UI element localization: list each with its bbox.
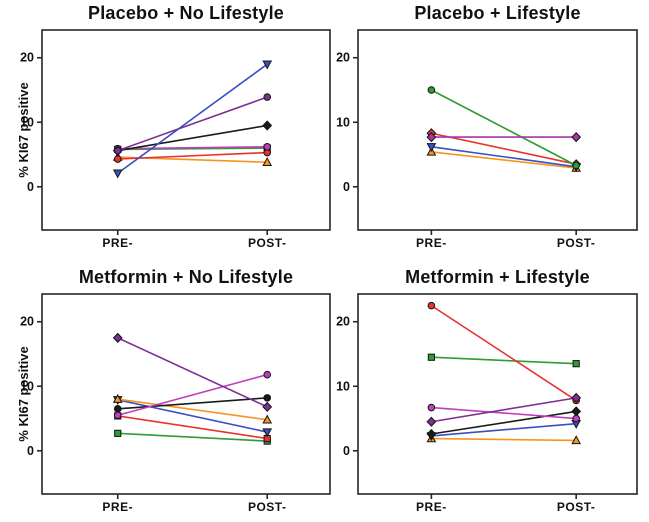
- x-tick-label: POST-: [557, 236, 596, 250]
- panel-metformin-lifestyle: Metformin + Lifestyle 0 10 20 PRE- POST-: [336, 256, 649, 522]
- series-line-blue-triangle-down: [117, 399, 268, 433]
- series-marker-diamond: [426, 416, 437, 427]
- series-line-purple-diamond: [431, 397, 577, 423]
- series-marker-diamond: [112, 332, 123, 343]
- series-marker-diamond: [571, 131, 582, 143]
- y-tick-label: 0: [27, 180, 34, 194]
- series-marker-circle: [263, 93, 272, 101]
- y-tick-label: 10: [20, 115, 34, 129]
- plot-area: 0 10 20 PRE- POST-: [20, 29, 331, 250]
- series-line-magenta-circle: [117, 145, 268, 150]
- series-line-red-diamond: [431, 132, 577, 165]
- series-marker-triangle-up: [262, 157, 273, 166]
- series-line-magenta-circle: [431, 406, 577, 420]
- series-line-green-square: [117, 432, 268, 442]
- series-marker-circle: [113, 155, 122, 163]
- x-tick-label: POST-: [557, 500, 596, 514]
- panel-placebo-no-lifestyle: Placebo + No Lifestyle % KI67 positive 0…: [0, 0, 336, 256]
- panel-title: Metformin + No Lifestyle: [78, 267, 294, 287]
- x-tick-label: POST-: [248, 236, 287, 250]
- series-line-red-square: [117, 415, 268, 440]
- series-marker-diamond: [262, 120, 273, 131]
- y-tick-label: 20: [20, 51, 34, 65]
- plot-area: 0 10 20 PRE- POST-: [336, 293, 638, 514]
- panel-placebo-lifestyle: Placebo + Lifestyle 0 10 20 PRE- POST-: [336, 0, 649, 256]
- series-marker-diamond: [426, 131, 437, 143]
- series-marker-square: [572, 360, 580, 368]
- series-line-blue-triangle-down: [117, 63, 268, 174]
- series-marker-circle: [113, 405, 122, 413]
- series-marker-diamond: [571, 392, 582, 403]
- plot-box: [357, 293, 638, 495]
- series-marker-triangle-up: [262, 414, 273, 424]
- plot-box: [41, 29, 331, 231]
- series-line-magenta-circle: [117, 373, 268, 417]
- series-marker-triangle-down: [426, 143, 437, 153]
- series-line-green-square: [431, 356, 577, 365]
- series-marker-triangle-down: [262, 60, 273, 70]
- series-line-purple-circle: [117, 96, 268, 152]
- series-line-orange-triangle-up: [431, 151, 577, 169]
- series-marker-triangle-up: [112, 393, 123, 403]
- x-tick-label: PRE-: [416, 236, 447, 250]
- panel-title: Placebo + Lifestyle: [414, 3, 581, 23]
- series-marker-square: [427, 353, 435, 361]
- plot-box: [357, 29, 638, 231]
- y-tick-label: 10: [336, 379, 350, 393]
- series-marker-triangle-down: [262, 428, 273, 438]
- panel-metformin-no-lifestyle: Metformin + No Lifestyle % KI67 positive…: [0, 256, 336, 522]
- plot-area: 0 10 20 PRE- POST-: [20, 293, 331, 514]
- series-marker-circle: [263, 370, 272, 379]
- series-marker-square: [114, 429, 122, 437]
- series-marker-triangle-down: [112, 169, 123, 179]
- series-line-black-circle: [117, 397, 268, 410]
- x-tick-label: POST-: [248, 500, 287, 514]
- series-marker-circle: [572, 414, 580, 423]
- y-tick-label: 10: [20, 379, 34, 393]
- series-marker-circle: [427, 301, 436, 310]
- series-marker-diamond: [571, 406, 582, 417]
- series-marker-circle: [427, 403, 436, 412]
- series-line-black-diamond: [117, 124, 268, 152]
- series-marker-circle: [427, 86, 436, 94]
- series-line-orange-triangle-up: [431, 437, 577, 442]
- y-tick-label: 20: [336, 51, 350, 65]
- y-tick-label: 0: [27, 444, 34, 458]
- series-marker-triangle-up: [571, 435, 582, 445]
- y-tick-label: 20: [20, 315, 34, 329]
- y-tick-label: 0: [343, 444, 350, 458]
- series-line-green-circle: [431, 89, 577, 167]
- series-line-orange-triangle-up: [117, 398, 268, 421]
- series-line-black-diamond: [431, 410, 577, 435]
- panel-title: Metformin + Lifestyle: [405, 267, 590, 287]
- plot-area: 0 10 20 PRE- POST-: [336, 29, 638, 250]
- x-tick-label: PRE-: [416, 500, 447, 514]
- y-tick-label: 10: [336, 115, 350, 129]
- series-marker-circle: [263, 394, 272, 402]
- series-line-blue-triangle-down: [431, 145, 577, 168]
- series-line-purple-diamond: [117, 337, 268, 408]
- series-line-red-circle: [430, 304, 577, 402]
- x-tick-label: PRE-: [102, 500, 133, 514]
- series-marker-circle: [572, 161, 580, 170]
- y-tick-label: 0: [343, 180, 350, 194]
- x-tick-label: PRE-: [102, 236, 133, 250]
- series-line-red-circle: [117, 151, 268, 160]
- series-marker-diamond: [426, 428, 437, 440]
- series-marker-circle: [263, 142, 272, 151]
- plot-box: [41, 293, 331, 495]
- series-marker-circle: [113, 146, 122, 155]
- series-line-blue-triangle-down: [431, 422, 577, 437]
- y-tick-label: 20: [336, 315, 350, 329]
- series-marker-circle: [113, 411, 122, 420]
- panel-title: Placebo + No Lifestyle: [88, 3, 284, 23]
- series-marker-diamond: [262, 401, 273, 413]
